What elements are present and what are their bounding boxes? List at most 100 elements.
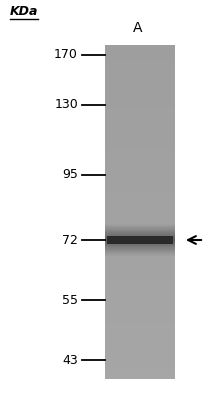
Bar [105,211,175,212]
Bar [105,374,175,375]
Bar [105,101,175,102]
Bar [105,247,175,249]
Bar [105,142,175,144]
Text: 55: 55 [62,294,78,306]
Bar [105,337,175,338]
Bar [105,246,175,248]
Bar [105,206,175,208]
Bar [105,86,175,87]
Bar [105,252,175,253]
Bar [105,168,175,170]
Bar [105,226,175,227]
Bar [105,216,175,217]
Bar [105,304,175,305]
Bar [105,165,175,166]
Bar [105,163,175,164]
Bar [105,225,175,226]
Bar [107,236,173,244]
Bar [105,312,175,313]
Bar [105,259,175,260]
Bar [105,116,175,118]
Bar [105,339,175,340]
Bar [105,136,175,137]
Bar [105,144,175,146]
Bar [105,260,175,261]
Bar [105,81,175,82]
Bar [105,213,175,214]
Bar [105,224,175,225]
Bar [105,310,175,311]
Bar [105,162,175,163]
Bar [105,249,175,250]
Bar [105,351,175,353]
Bar [105,352,175,354]
Bar [105,229,175,230]
Bar [105,328,175,329]
Bar [105,367,175,368]
Bar [105,372,175,374]
Bar [105,138,175,140]
Bar [105,71,175,72]
Bar [105,51,175,52]
Bar [105,266,175,267]
Bar [105,216,175,218]
Bar [105,286,175,287]
Bar [105,69,175,70]
Bar [105,123,175,124]
Text: A: A [133,21,143,35]
Bar [105,342,175,344]
Bar [105,167,175,169]
Bar [105,96,175,97]
Bar [105,115,175,116]
Bar [105,170,175,171]
Bar [105,296,175,298]
Bar [105,116,175,117]
Bar [105,90,175,91]
Bar [105,368,175,369]
Bar [105,75,175,76]
Bar [105,241,175,242]
Bar [105,203,175,204]
Bar [105,161,175,162]
Bar [105,336,175,337]
Bar [105,356,175,357]
Bar [105,136,175,138]
Bar [105,54,175,56]
Bar [105,72,175,73]
Bar [105,285,175,286]
Bar [105,231,175,232]
Bar [105,65,175,66]
Bar [105,340,175,341]
Bar [105,310,175,312]
Bar [105,326,175,327]
Bar [105,346,175,348]
Bar [105,122,175,123]
Bar [105,376,175,377]
Bar [105,53,175,55]
Bar [105,125,175,126]
Bar [105,269,175,270]
Bar [105,274,175,275]
Bar [105,314,175,315]
Bar [105,78,175,79]
Bar [105,70,175,71]
Bar [105,287,175,288]
Bar [105,370,175,372]
Bar [105,316,175,317]
Bar [105,320,175,321]
Bar [105,268,175,270]
Bar [105,266,175,268]
Bar [105,346,175,347]
Bar [105,126,175,128]
Bar [105,290,175,291]
Bar [105,250,175,251]
Bar [105,202,175,203]
Bar [105,212,175,213]
Bar [105,300,175,301]
Bar [105,73,175,75]
Bar [105,322,175,324]
Bar [105,319,175,320]
Bar [105,371,175,373]
Bar [105,46,175,47]
Bar [105,197,175,199]
